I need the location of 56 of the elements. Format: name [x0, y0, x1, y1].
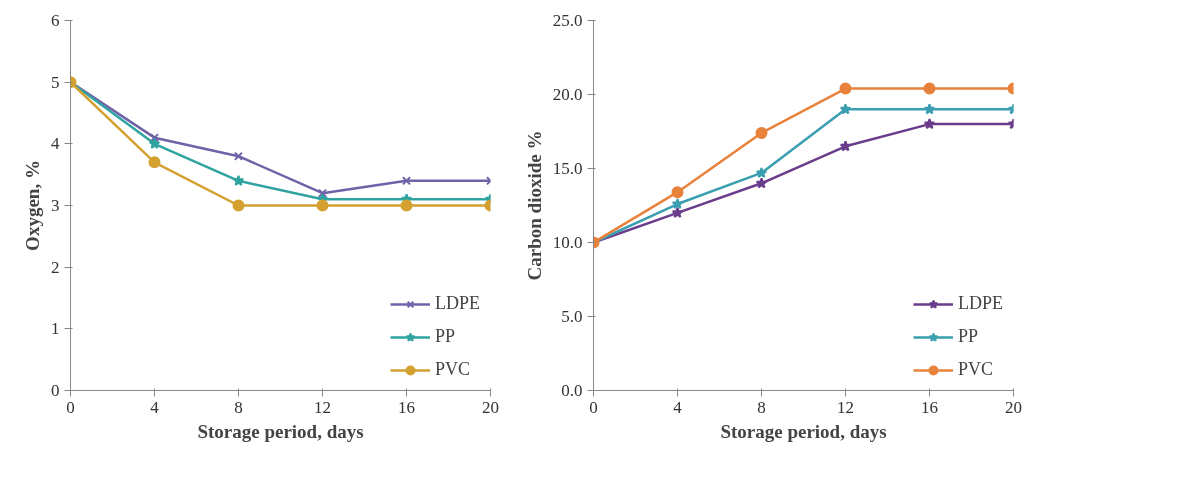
point [923, 82, 936, 95]
point [671, 198, 684, 210]
x-tick-label: 4 [150, 397, 160, 417]
point [839, 103, 852, 115]
x-tick-label: 8 [234, 397, 243, 417]
y-tick-label: 5.0 [561, 307, 583, 326]
y-tick-label: 15.0 [552, 159, 583, 178]
x-tick-label: 20 [482, 397, 499, 417]
x-tick-label: 4 [673, 397, 683, 417]
point [232, 174, 245, 186]
legend-label: LDPE [958, 293, 1003, 314]
point [401, 176, 412, 186]
point [148, 156, 161, 169]
legend-label: PP [435, 326, 456, 347]
point [233, 151, 244, 161]
x-tick-label: 8 [757, 397, 766, 417]
point [148, 137, 161, 149]
y-axis-title: Carbon dioxide % [523, 130, 545, 281]
y-tick-label: 0.0 [561, 381, 583, 400]
point [839, 140, 852, 152]
y-tick-label: 5 [51, 72, 60, 92]
x-tick-label: 12 [837, 397, 854, 417]
point [671, 186, 684, 199]
legend-label: LDPE [435, 293, 480, 314]
legend-label: PVC [958, 359, 994, 380]
point [232, 199, 245, 212]
y-tick-label: 6 [51, 11, 60, 30]
x-tick-label: 12 [314, 397, 331, 417]
y-tick-label: 2 [51, 257, 60, 277]
x-tick-label: 0 [66, 397, 75, 417]
y-tick-label: 1 [51, 319, 60, 339]
point [316, 199, 329, 212]
point [923, 118, 936, 130]
legend-label: PP [958, 326, 979, 347]
y-tick-label: 25.0 [552, 11, 583, 30]
x-axis-title: Storage period, days [720, 420, 887, 442]
point [755, 177, 768, 189]
y-axis-title: Oxygen, % [22, 160, 43, 251]
y-tick-label: 20.0 [552, 85, 583, 104]
point [755, 126, 768, 139]
point [400, 199, 413, 212]
y-tick-label: 4 [51, 134, 60, 154]
y-tick-label: 3 [51, 196, 60, 215]
y-tick-label: 0 [51, 381, 60, 400]
x-tick-label: 16 [921, 397, 938, 417]
x-tick-label: 0 [589, 397, 598, 417]
x-tick-label: 16 [398, 397, 415, 417]
point [839, 82, 852, 95]
point [317, 188, 328, 198]
point [923, 103, 936, 115]
legend-label: PVC [435, 359, 471, 380]
x-axis-title: Storage period, days [197, 420, 364, 442]
point [671, 206, 684, 218]
x-tick-label: 20 [1005, 397, 1022, 417]
point [755, 166, 768, 178]
y-tick-label: 10.0 [552, 233, 583, 252]
